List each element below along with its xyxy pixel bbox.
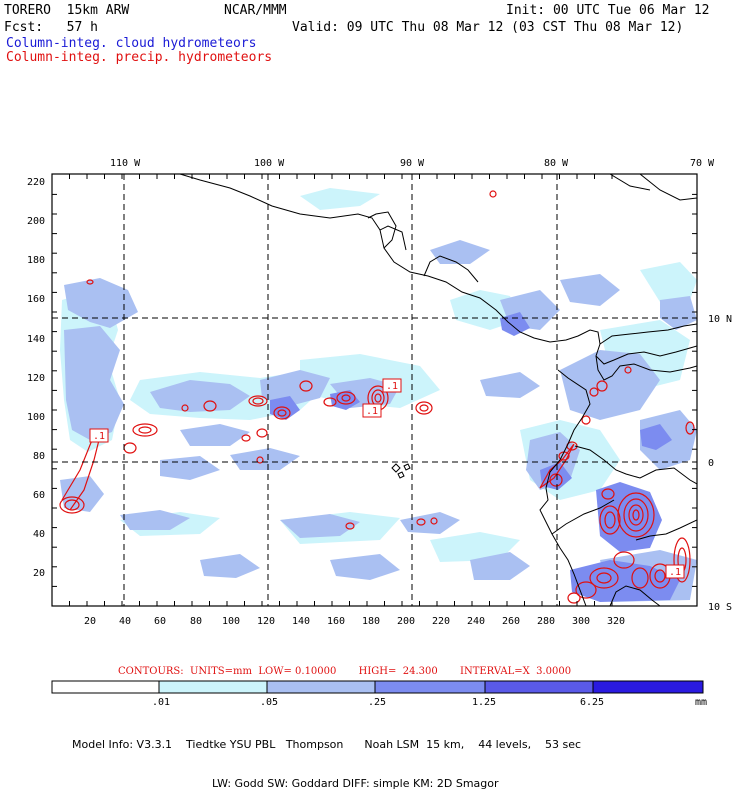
org-label: NCAR/MMM <box>224 3 287 18</box>
x-tick-160: 160 <box>327 616 345 627</box>
lon-label-90w: 90 W <box>400 158 425 169</box>
x-tick-260: 260 <box>502 616 520 627</box>
x-tick-180: 180 <box>362 616 380 627</box>
weather-map: 110 W 100 W 90 W 80 W 70 W 10 N 0 10 S 2… <box>27 158 732 708</box>
graticule <box>52 174 697 606</box>
map-field-layer <box>59 174 697 606</box>
y-tick-60: 60 <box>33 490 45 501</box>
legend-bin-label: 6.25 <box>580 697 604 708</box>
axis-labels: 110 W 100 W 90 W 80 W 70 W 10 N 0 10 S 2… <box>27 158 732 627</box>
model-title: TORERO 15km ARW <box>4 3 130 18</box>
legend-bin-labels: .01 .05 .25 1.25 6.25 mm <box>152 697 707 708</box>
x-tick-280: 280 <box>537 616 555 627</box>
contour-label-box: .1 <box>362 403 382 418</box>
x-tick-240: 240 <box>467 616 485 627</box>
legend-bin-label: .25 <box>368 697 386 708</box>
model-info-line2: LW: Godd SW: Goddard DIFF: simple KM: 2D… <box>212 777 499 790</box>
y-tick-200: 200 <box>27 216 45 227</box>
legend-units: mm <box>695 697 707 708</box>
lat-label-10n: 10 N <box>708 314 732 325</box>
y-tick-80: 80 <box>33 451 45 462</box>
legend-bin-label: .05 <box>260 697 278 708</box>
svg-text:.1: .1 <box>669 567 681 578</box>
y-tick-100: 100 <box>27 412 45 423</box>
x-tick-220: 220 <box>432 616 450 627</box>
y-tick-180: 180 <box>27 255 45 266</box>
lat-label-0: 0 <box>708 458 714 469</box>
y-tick-160: 160 <box>27 294 45 305</box>
y-tick-20: 20 <box>33 568 45 579</box>
y-tick-120: 120 <box>27 373 45 384</box>
x-tick-140: 140 <box>292 616 310 627</box>
x-tick-120: 120 <box>257 616 275 627</box>
lon-label-70w: 70 W <box>690 158 715 169</box>
x-tick-100: 100 <box>222 616 240 627</box>
model-info: Model Info: V3.3.1 Tiedtke YSU PBL Thomp… <box>72 712 581 803</box>
legend-bin-label: 1.25 <box>472 697 496 708</box>
contour-label-box: .1 <box>665 564 685 579</box>
contour-label-box: .1 <box>382 378 402 393</box>
svg-text:.1: .1 <box>386 381 398 392</box>
y-tick-40: 40 <box>33 529 45 540</box>
contour-label-boxes: .1 .1 .1 .1 <box>89 378 685 579</box>
svg-text:.1: .1 <box>93 431 105 442</box>
contour-info: CONTOURS: UNITS=mm LOW= 0.10000 HIGH= 24… <box>118 666 572 677</box>
contour-label-box: .1 <box>89 428 109 443</box>
lon-label-80w: 80 W <box>544 158 569 169</box>
cloud-mid-regions <box>60 240 697 602</box>
svg-text:.1: .1 <box>366 406 378 417</box>
lon-label-110w: 110 W <box>110 158 141 169</box>
legend-colorbar <box>51 680 704 694</box>
x-tick-20: 20 <box>84 616 96 627</box>
y-tick-220: 220 <box>27 177 45 188</box>
x-tick-300: 300 <box>572 616 590 627</box>
x-tick-80: 80 <box>190 616 202 627</box>
y-tick-140: 140 <box>27 334 45 345</box>
x-tick-40: 40 <box>119 616 131 627</box>
init-time: Init: 00 UTC Tue 06 Mar 12 <box>506 3 710 18</box>
coastlines <box>179 174 697 606</box>
field-cloud-label: Column-integ. cloud hydrometeors <box>6 36 257 51</box>
valid-time: Valid: 09 UTC Thu 08 Mar 12 (03 CST Thu … <box>292 20 684 35</box>
lon-label-100w: 100 W <box>254 158 285 169</box>
field-precip-label: Column-integ. precip. hydrometeors <box>6 50 273 65</box>
x-tick-60: 60 <box>154 616 166 627</box>
x-tick-200: 200 <box>397 616 415 627</box>
precip-contours <box>59 190 695 604</box>
forecast-hour: Fcst: 57 h <box>4 20 98 35</box>
lat-label-10s: 10 S <box>708 602 732 613</box>
x-tick-320: 320 <box>607 616 625 627</box>
legend-bin-label: .01 <box>152 697 170 708</box>
axis-ticks <box>51 174 697 607</box>
